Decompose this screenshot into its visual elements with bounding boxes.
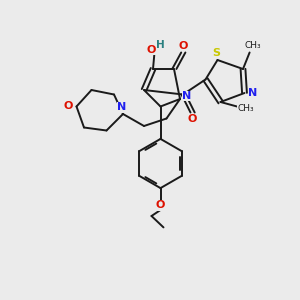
Text: S: S xyxy=(212,48,220,59)
Text: O: O xyxy=(178,41,188,51)
Text: N: N xyxy=(248,88,257,98)
Text: H: H xyxy=(156,40,165,50)
Text: O: O xyxy=(188,114,197,124)
Text: N: N xyxy=(182,91,191,101)
Text: CH₃: CH₃ xyxy=(237,104,254,113)
Text: O: O xyxy=(146,45,156,55)
Text: N: N xyxy=(117,102,126,112)
Text: CH₃: CH₃ xyxy=(244,41,261,50)
Text: O: O xyxy=(63,101,73,111)
Text: O: O xyxy=(156,200,165,211)
